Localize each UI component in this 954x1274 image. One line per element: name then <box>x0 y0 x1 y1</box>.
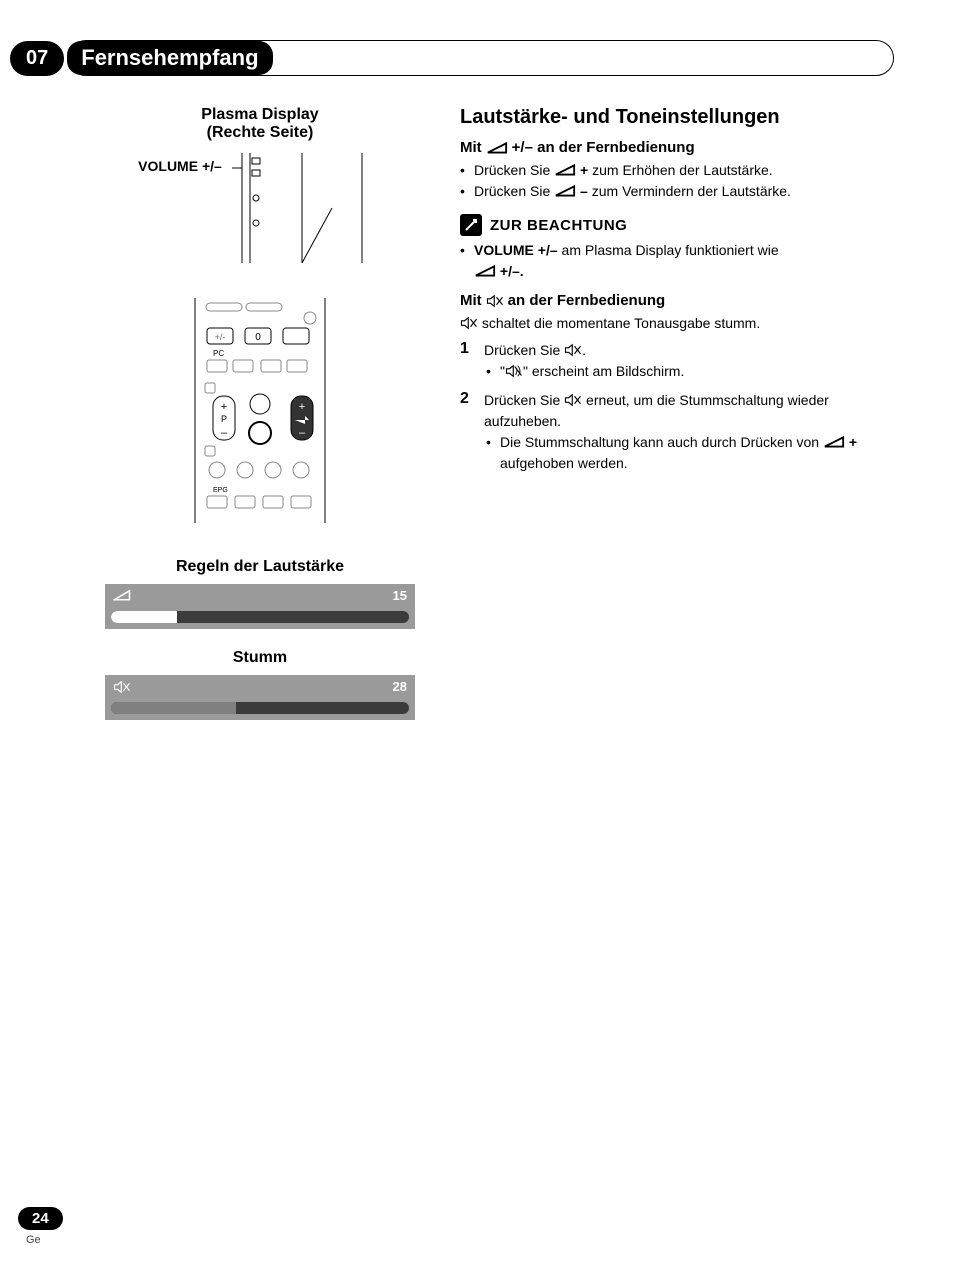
mute-icon <box>113 680 131 694</box>
osd-mute-value: 28 <box>393 679 407 694</box>
note-label: ZUR BEACHTUNG <box>490 217 627 234</box>
section-title: Lautstärke- und Toneinstellungen <box>460 106 894 129</box>
mute-icon <box>486 294 504 308</box>
page-language: Ge <box>26 1234 41 1246</box>
note-item: VOLUME +/– am Plasma Display funktionier… <box>460 240 894 282</box>
remote-diagram: +/- 0 PC + P – + – <box>175 298 345 528</box>
remote-epg-label: EPG <box>213 487 228 494</box>
remote-zero: 0 <box>255 332 261 343</box>
svg-text:–: – <box>221 427 228 439</box>
sub1-suffix: +/– an der Fernbedienung <box>512 139 695 156</box>
panel-side-svg <box>232 148 382 268</box>
chapter-title-container: Fernsehempfang <box>68 40 894 76</box>
chapter-number-badge: 07 <box>10 41 64 76</box>
subheading-remote-volume: Mit +/– an der Fernbedienung <box>460 139 894 156</box>
bullet-item: Drücken Sie – zum Vermindern der Lautstä… <box>460 181 894 202</box>
step-number: 2 <box>460 390 474 408</box>
step: 1 Drücken Sie ."" erscheint am Bildschirm… <box>460 340 894 382</box>
sub1-prefix: Mit <box>460 139 482 156</box>
mute-description: schaltet die momentane Tonausgabe stumm. <box>460 313 894 334</box>
osd-mute: 28 <box>105 675 415 720</box>
svg-text:–: – <box>299 427 306 439</box>
note-list: VOLUME +/– am Plasma Display funktionier… <box>460 240 894 282</box>
steps-container: 1 Drücken Sie ."" erscheint am Bildschirm… <box>460 340 894 474</box>
step-text: Drücken Sie erneut, um die Stummschaltun… <box>484 390 894 432</box>
step-sub-list: Die Stummschaltung kann auch durch Drück… <box>460 432 894 474</box>
volume-triangle-icon <box>113 589 131 603</box>
mute-desc-text: schaltet die momentane Tonausgabe stumm. <box>478 315 760 331</box>
volume-triangle-icon <box>474 264 496 278</box>
note-icon <box>460 214 482 236</box>
sub2-suffix: an der Fernbedienung <box>508 292 666 309</box>
osd-volume-fill <box>111 611 177 623</box>
plasma-panel-diagram: VOLUME +/– <box>100 148 420 268</box>
right-column: Lautstärke- und Toneinstellungen Mit +/–… <box>460 106 894 740</box>
remote-p-label: P <box>221 414 227 424</box>
step: 2 Drücken Sie erneut, um die Stummschaltu… <box>460 390 894 474</box>
osd-mute-fill <box>111 702 236 714</box>
osd-volume-title: Regeln der Lautstärke <box>100 558 420 576</box>
sub2-prefix: Mit <box>460 292 482 309</box>
bullet-item: Drücken Sie + zum Erhöhen der Lautstärke… <box>460 160 894 181</box>
step-text: Drücken Sie . <box>484 340 894 361</box>
step-sub-list: "" erscheint am Bildschirm. <box>460 361 894 382</box>
note-heading: ZUR BEACHTUNG <box>460 214 894 236</box>
panel-caption: Plasma Display (Rechte Seite) <box>100 106 420 142</box>
page-number: 24 <box>18 1207 63 1230</box>
osd-volume-value: 15 <box>393 588 407 603</box>
volume-bullets: Drücken Sie + zum Erhöhen der Lautstärke… <box>460 160 894 202</box>
svg-text:+/-: +/- <box>215 332 226 342</box>
svg-text:+: + <box>221 401 227 413</box>
volume-label: VOLUME +/– <box>138 158 222 174</box>
chapter-header: 07 Fernsehempfang <box>10 40 894 76</box>
left-column: Plasma Display (Rechte Seite) VOLUME +/– <box>100 106 420 740</box>
panel-caption-line2: (Rechte Seite) <box>207 124 314 141</box>
volume-triangle-icon <box>486 141 508 155</box>
subheading-mute: Mit an der Fernbedienung <box>460 292 894 309</box>
note-item-suffix: +/–. <box>500 263 524 279</box>
step-sub-item: "" erscheint am Bildschirm. <box>486 361 894 382</box>
step-number: 1 <box>460 340 474 358</box>
chapter-title: Fernsehempfang <box>67 41 272 75</box>
panel-caption-line1: Plasma Display <box>201 106 318 123</box>
note-item-bold: VOLUME +/– <box>474 242 558 258</box>
osd-mute-title: Stumm <box>100 649 420 667</box>
mute-icon <box>460 316 478 330</box>
step-sub-item: Die Stummschaltung kann auch durch Drück… <box>486 432 894 474</box>
note-item-mid: am Plasma Display funktioniert wie <box>558 242 779 258</box>
remote-pc-label: PC <box>213 349 224 358</box>
osd-volume: 15 <box>105 584 415 629</box>
svg-text:+: + <box>299 401 305 413</box>
